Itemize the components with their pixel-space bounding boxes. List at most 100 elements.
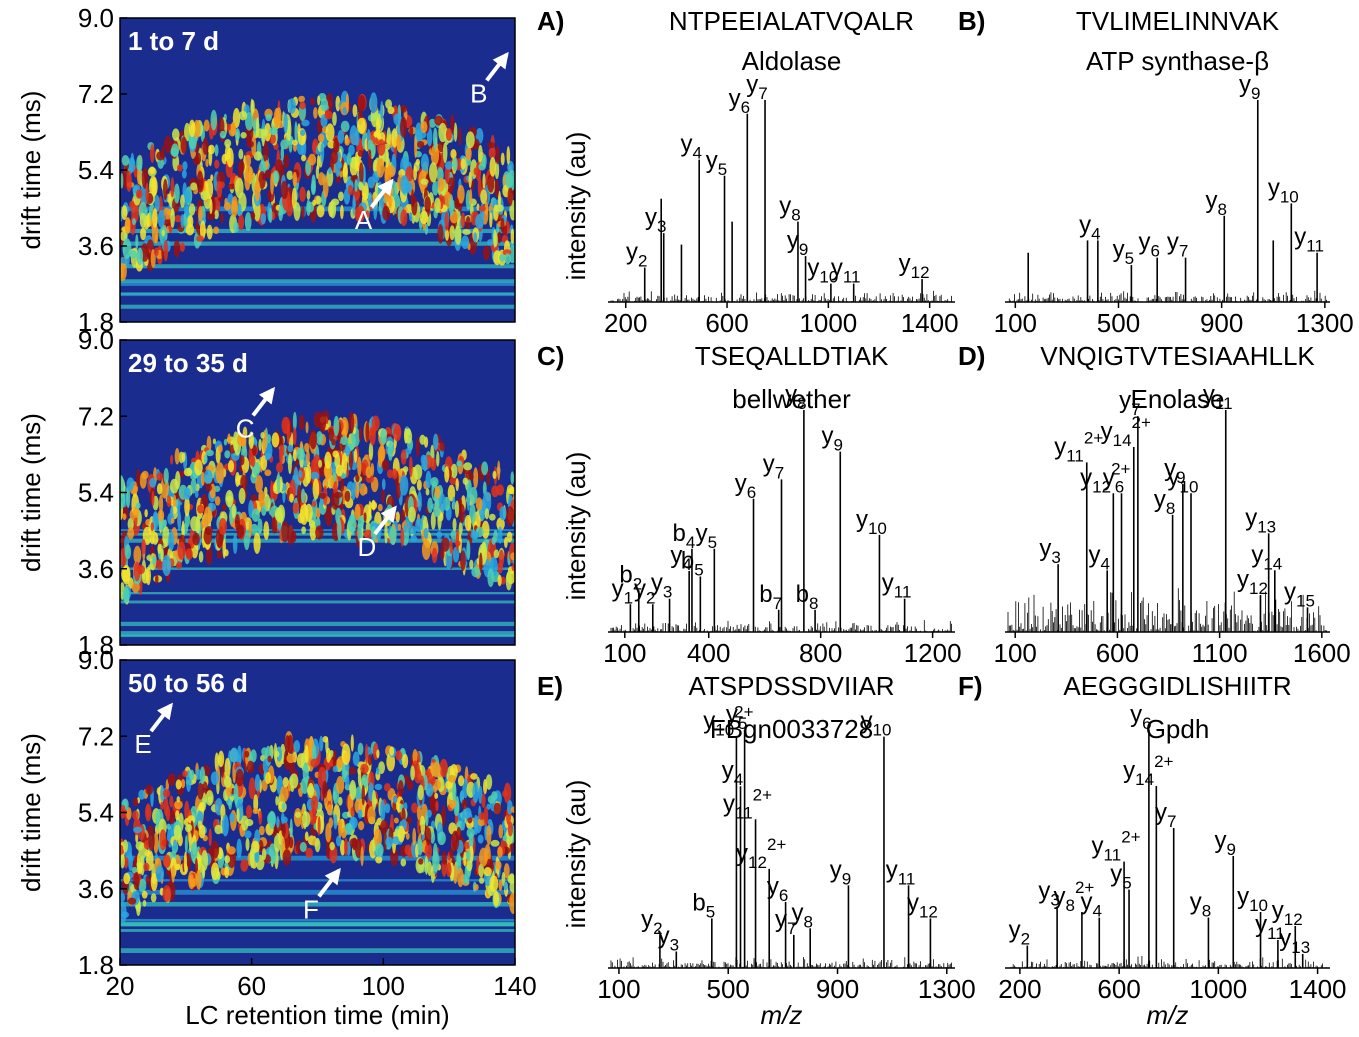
x-tick-label: 900	[816, 974, 859, 1004]
blob	[476, 497, 483, 510]
blob	[331, 199, 339, 206]
peptide: VNQIGTVTESIAAHLLK	[1040, 341, 1315, 371]
peak-label: y5	[1113, 236, 1134, 268]
ion: y	[899, 250, 911, 277]
blob	[213, 438, 216, 444]
blob	[508, 187, 513, 207]
blob	[361, 785, 365, 806]
blob	[310, 758, 318, 767]
blob	[158, 510, 165, 522]
peak-label: y6	[1138, 229, 1159, 261]
blob	[481, 794, 485, 808]
peptide: TVLIMELINNVAK	[1076, 6, 1280, 36]
blob	[218, 751, 224, 767]
blob	[298, 470, 302, 478]
blob	[199, 824, 206, 838]
blob	[411, 189, 414, 207]
blob	[163, 789, 171, 798]
blob	[253, 532, 260, 554]
ion-charge: 2+	[1154, 752, 1173, 771]
ion: y	[729, 85, 741, 112]
blob	[461, 235, 469, 249]
blob	[275, 159, 283, 171]
blob	[474, 884, 479, 891]
blob	[283, 154, 289, 169]
blob	[431, 458, 437, 471]
blob	[472, 782, 478, 803]
blob	[498, 880, 502, 891]
blob	[319, 492, 326, 499]
blob	[151, 893, 157, 902]
blob	[494, 232, 498, 247]
ion-number: 1	[624, 588, 633, 607]
blob	[311, 174, 315, 193]
blob	[230, 747, 239, 762]
ion-number: 6	[779, 886, 788, 905]
blob	[316, 431, 323, 445]
blob	[197, 171, 204, 193]
peak-label: y10	[1268, 174, 1299, 206]
protein: Gpdh	[1146, 714, 1210, 744]
peak-label: y4	[680, 131, 701, 163]
blob	[253, 808, 259, 814]
blob	[376, 749, 379, 758]
y-axis-label: intensity (au)	[561, 452, 591, 601]
blob	[245, 819, 254, 826]
blob	[364, 486, 367, 494]
blob	[121, 205, 127, 220]
blob	[135, 234, 138, 249]
blob	[164, 136, 172, 153]
blob	[310, 98, 315, 105]
blob	[283, 113, 287, 134]
baseline-noise	[1008, 588, 1327, 632]
blob	[294, 202, 301, 221]
blob	[460, 550, 466, 571]
blob	[197, 504, 204, 513]
blob	[357, 457, 361, 477]
blob	[176, 779, 182, 789]
blob	[486, 825, 491, 845]
blob	[412, 828, 416, 846]
blob	[281, 822, 285, 836]
blob	[381, 489, 385, 503]
blob	[296, 448, 305, 461]
blob	[211, 862, 219, 880]
blob	[492, 536, 496, 545]
blob	[366, 466, 372, 478]
peak-label: y7	[1155, 799, 1176, 831]
blob	[323, 176, 329, 198]
blob	[398, 780, 404, 796]
blob	[338, 192, 344, 202]
ion: y	[723, 790, 735, 817]
blob	[123, 587, 130, 603]
blob	[462, 812, 466, 830]
blob	[270, 173, 274, 195]
ion-number: 9	[842, 869, 851, 888]
blob	[204, 528, 213, 545]
blob	[260, 432, 264, 439]
ion-number: 10	[872, 721, 891, 740]
blob	[200, 766, 205, 784]
streak	[120, 631, 515, 636]
blob	[444, 212, 448, 231]
x-tick-label: 400	[687, 638, 730, 668]
ion: y	[626, 239, 638, 266]
blob	[358, 743, 364, 755]
blob	[498, 527, 503, 544]
ion: y	[1284, 578, 1296, 605]
streak	[120, 948, 515, 953]
blob	[414, 464, 423, 479]
blob	[313, 478, 320, 499]
blob	[239, 111, 247, 121]
blob	[156, 151, 165, 160]
blob	[422, 540, 431, 560]
blob	[361, 774, 368, 788]
peak-label: y14	[1251, 541, 1282, 573]
blob	[473, 232, 477, 242]
panel-label: B)	[958, 6, 985, 36]
blob	[187, 824, 192, 831]
ion: y	[696, 520, 708, 547]
blob	[367, 140, 373, 151]
blob	[186, 224, 195, 236]
blob	[277, 472, 281, 494]
